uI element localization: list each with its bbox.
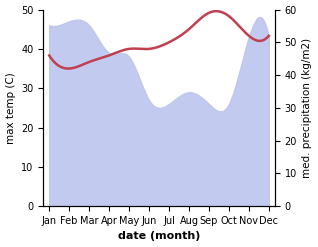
X-axis label: date (month): date (month) [118, 231, 200, 242]
Y-axis label: max temp (C): max temp (C) [5, 72, 16, 144]
Y-axis label: med. precipitation (kg/m2): med. precipitation (kg/m2) [302, 38, 313, 178]
